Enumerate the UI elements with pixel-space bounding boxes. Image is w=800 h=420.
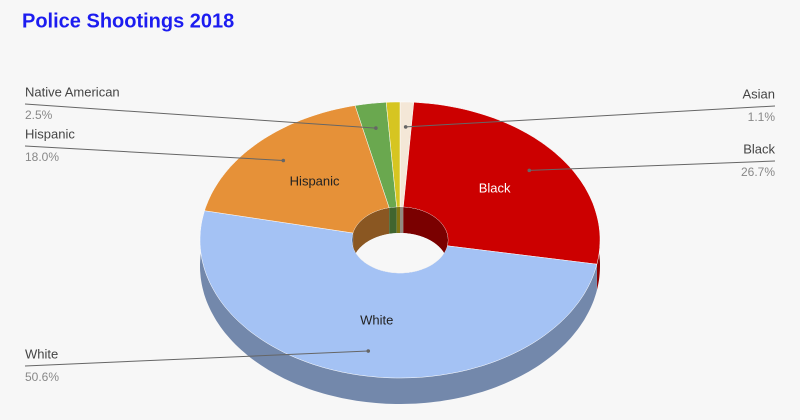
value-label: 2.5% — [25, 108, 53, 122]
hole-wall — [389, 207, 397, 234]
leader-dot — [281, 158, 286, 163]
slice-label: Black — [479, 180, 511, 195]
leader-dot — [527, 168, 532, 173]
slice-label: Hispanic — [290, 173, 340, 188]
leader-line — [24, 350, 369, 367]
legend-label: White — [25, 346, 58, 361]
leader-line — [24, 145, 284, 161]
hole-wall — [400, 207, 404, 234]
hole-wall — [396, 207, 400, 234]
legend-label: Hispanic — [25, 126, 75, 141]
leader-dot — [374, 126, 378, 130]
value-label: 50.6% — [25, 370, 59, 384]
value-label: 1.1% — [748, 110, 776, 124]
hole-walls — [352, 207, 448, 273]
hole-wall — [403, 207, 448, 272]
leader-line — [405, 105, 776, 128]
hole-wall — [353, 207, 390, 259]
slice-label: White — [360, 313, 393, 328]
hole-floor — [352, 233, 448, 273]
leader-line — [529, 160, 776, 171]
leader-dot — [366, 349, 371, 353]
legend-label: Black — [743, 141, 775, 156]
chart-title: Police Shootings 2018 — [22, 10, 234, 32]
leader-dot — [403, 125, 408, 129]
value-label: 18.0% — [25, 150, 59, 164]
leader-line — [24, 103, 376, 129]
legend-label: Native American — [25, 84, 120, 99]
value-label: 26.7% — [741, 165, 775, 179]
legend-label: Asian — [742, 86, 775, 101]
